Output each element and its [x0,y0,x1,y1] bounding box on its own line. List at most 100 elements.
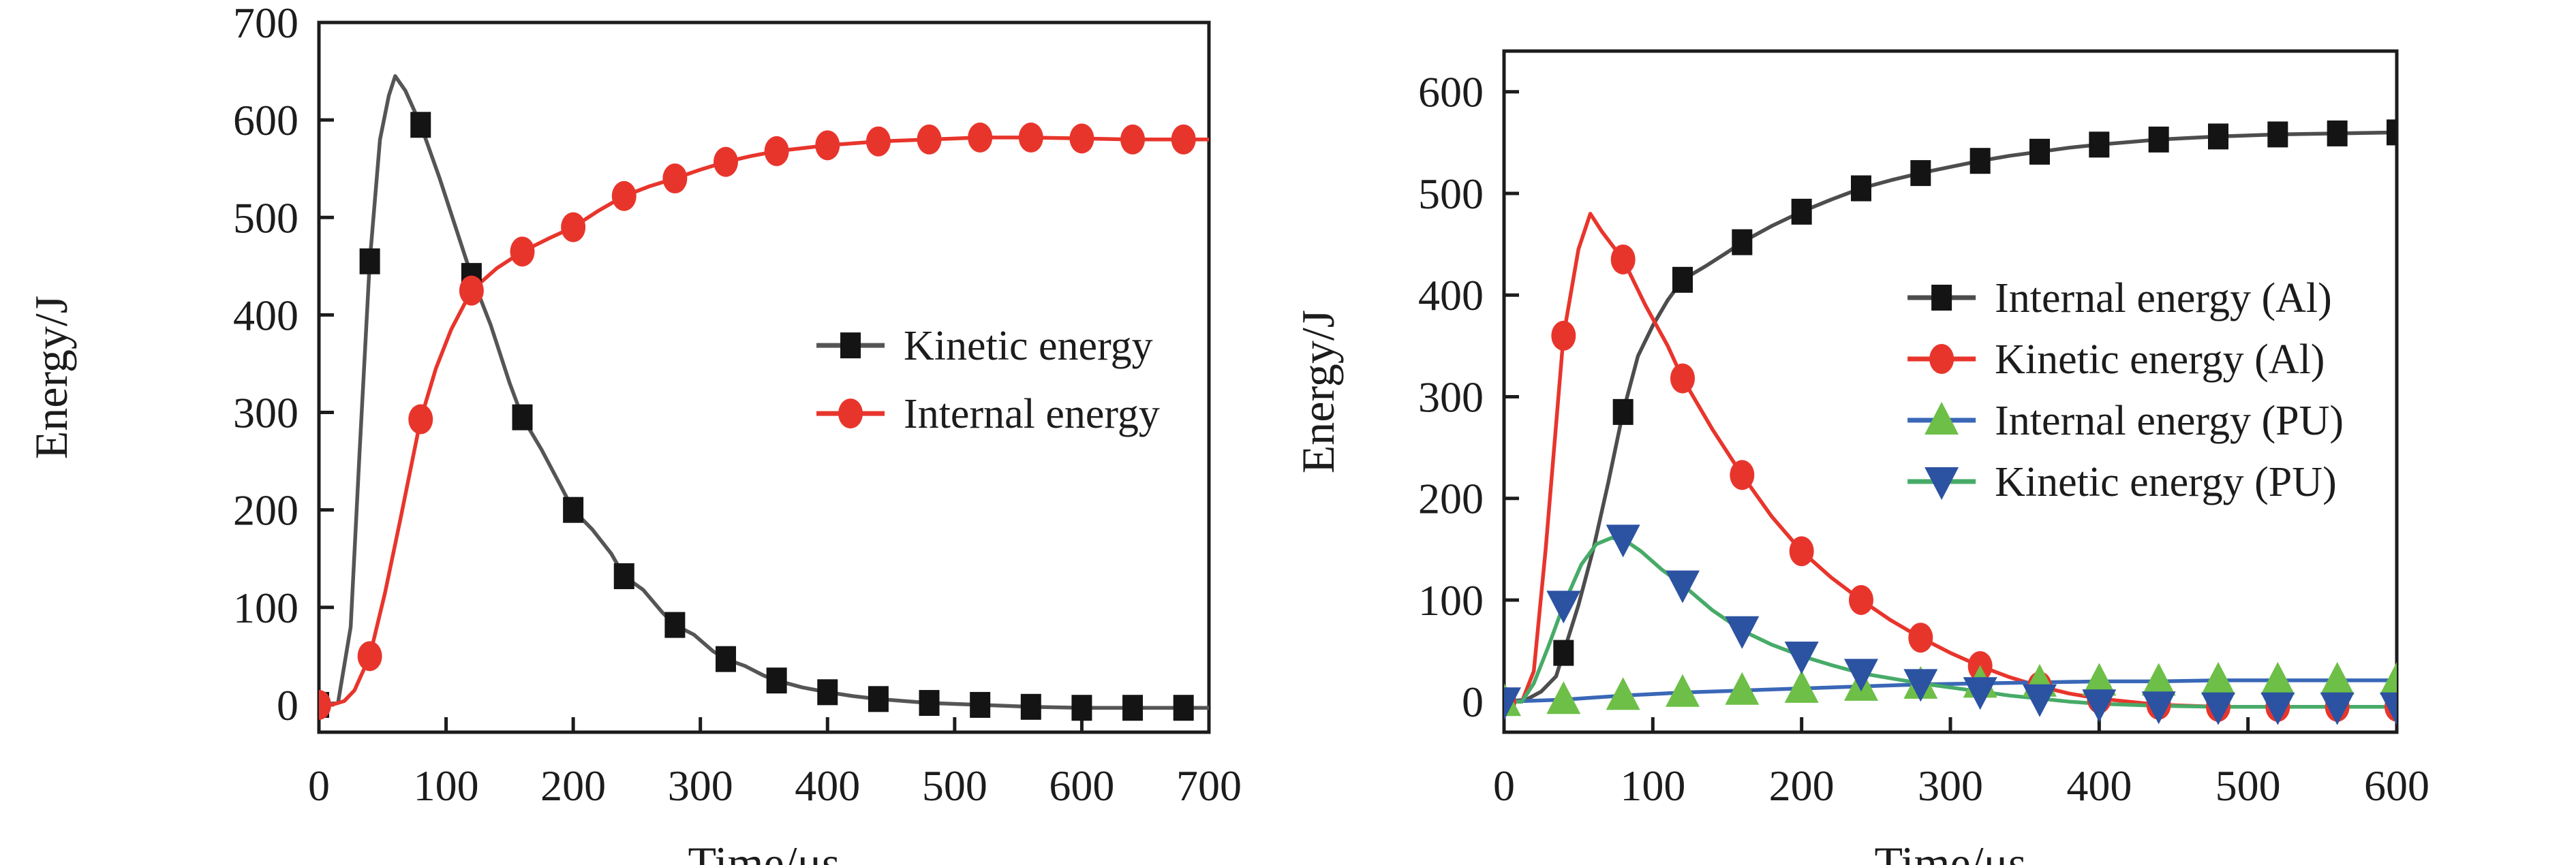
circle-marker [764,136,789,166]
square-marker [1612,398,1634,425]
square-marker [817,679,838,706]
legend-circle-marker [838,398,863,429]
square-marker [1969,148,1991,174]
triangle-down-marker [1903,669,1938,702]
circle-marker [510,236,535,267]
y-tick-label: 0 [1462,678,1484,726]
triangle-down-marker [2201,692,2235,725]
square-marker [1910,160,1931,187]
circle-marker [662,163,688,194]
legend-item: Kinetic energy (PU) [1907,459,2337,505]
square-marker [766,667,787,694]
x-tick-label: 500 [2215,761,2281,810]
square-marker [410,112,431,138]
legend-item: Kinetic energy (Al) [1907,336,2325,383]
circle-marker [714,146,739,177]
x-tick-label: 700 [1176,761,1242,810]
circle-marker [1849,584,1873,615]
circle-marker [815,130,840,161]
square-marker [919,690,940,717]
square-marker [1020,693,1041,720]
y-axis-title: Energy/J [1292,310,1344,474]
series-markers-kinetic-energy [319,112,1194,721]
y-tick-label: 300 [1418,373,1484,421]
y-tick-label: 200 [1418,475,1484,523]
square-marker [1173,695,1194,721]
legend-item: Kinetic energy [816,323,1153,369]
plot-area [319,74,1209,721]
triangle-down-marker [1666,570,1700,603]
series-markers-kinetic-energy-pu [1504,524,2397,725]
square-marker [2387,119,2397,146]
energy-vs-time-plot-right: 0 100 200 300 400 500 600 0 100 200 300 400 500 600 Ti… [1292,49,2429,865]
triangle-down-marker [2082,689,2117,723]
triangle-down-marker [1504,687,1521,721]
x-tick-label: 200 [540,761,606,810]
square-marker [868,686,889,712]
circle-marker [1069,123,1094,154]
triangle-down-marker [1546,591,1581,624]
circle-marker [611,180,637,211]
square-marker [1851,175,1871,202]
y-tick-label: 600 [233,96,298,144]
series-markers-internal-energy [319,122,1196,720]
y-tick-label: 500 [233,193,298,242]
triangle-down-marker [1963,677,1997,710]
circle-marker [1120,124,1146,155]
circle-marker [1018,122,1043,153]
circle-marker [357,641,382,672]
square-marker [359,248,380,274]
square-marker [664,612,686,638]
legend-label: Internal energy [904,391,1160,437]
x-tick-label: 400 [795,761,860,810]
circle-marker [1551,320,1576,351]
x-tick-label: 0 [1493,761,1515,810]
square-marker [2208,123,2228,150]
triangle-up-marker [1546,681,1581,714]
square-marker [2267,121,2288,148]
x-tick-label: 200 [1769,761,1835,810]
square-marker [613,563,634,589]
square-marker [1553,640,1574,666]
circle-marker [1789,536,1814,567]
x-axis-title: Time/μs [1875,837,2027,865]
circle-marker [319,689,331,720]
y-tick-label: 100 [1418,576,1484,625]
legend-label: Internal energy (Al) [1995,275,2332,321]
circle-marker [968,122,993,153]
x-tick-label: 500 [922,761,987,810]
circle-marker [459,275,484,306]
y-tick-label: 600 [1418,68,1484,116]
legend-label: Kinetic energy [904,323,1153,369]
y-tick-label: 700 [233,0,298,47]
triangle-down-marker [1606,524,1640,558]
legend-triangle-down-marker [1925,467,1959,500]
triangle-up-marker [1784,670,1819,703]
triangle-down-marker [1844,659,1878,692]
triangle-up-marker [1606,677,1640,710]
circle-marker [1670,363,1695,394]
y-tick-label: 200 [233,486,298,535]
x-tick-label: 400 [2066,761,2132,810]
x-tick-label: 100 [1620,761,1685,810]
right-energy-chart: 0 100 200 300 400 500 600 0 100 200 300 400 500 600 Ti… [1288,0,2576,865]
legend-item: Internal energy (Al) [1907,275,2332,321]
circle-marker [1730,460,1755,490]
y-tick-label: 0 [277,681,298,729]
legend-triangle-up-marker [1925,402,1959,435]
y-tick-label: 400 [1418,271,1484,319]
triangle-down-marker [1725,616,1760,649]
plot-area [1504,119,2397,725]
triangle-up-marker [2380,661,2397,695]
legend-circle-marker [1929,344,1954,374]
square-marker [2089,131,2110,158]
triangle-up-marker [2082,663,2117,696]
triangle-down-marker [2023,684,2057,717]
square-marker [1672,266,1693,293]
triangle-down-marker [2320,692,2355,725]
triangle-down-marker [1784,642,1819,675]
x-tick-label: 100 [414,761,479,810]
plot-frame [1502,49,2399,734]
circle-marker [917,124,942,155]
legend-square-marker [840,332,861,359]
